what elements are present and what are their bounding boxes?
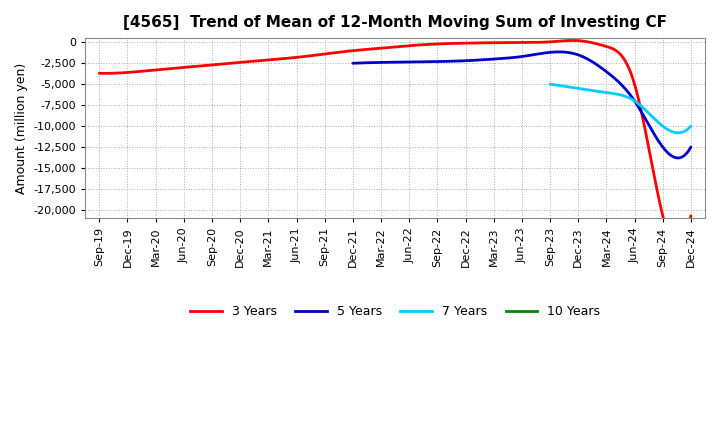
7 Years: [687, 124, 696, 129]
5 Years: [348, 61, 357, 66]
3 Years: [415, 42, 424, 48]
5 Years: [531, 51, 540, 57]
3 Years: [379, 45, 388, 51]
Line: 5 Years: 5 Years: [353, 52, 691, 158]
Title: [4565]  Trend of Mean of 12-Month Moving Sum of Investing CF: [4565] Trend of Mean of 12-Month Moving …: [123, 15, 667, 30]
Y-axis label: Amount (million yen): Amount (million yen): [15, 62, 28, 194]
7 Years: [622, 94, 631, 99]
5 Years: [509, 55, 518, 60]
Line: 3 Years: 3 Years: [99, 40, 691, 252]
7 Years: [683, 126, 692, 132]
3 Years: [581, 39, 590, 44]
3 Years: [447, 41, 456, 46]
3 Years: [95, 71, 104, 76]
7 Years: [661, 125, 670, 131]
5 Years: [626, 93, 635, 98]
5 Years: [511, 55, 520, 60]
7 Years: [613, 92, 622, 97]
5 Years: [680, 153, 688, 158]
7 Years: [613, 92, 621, 97]
Line: 7 Years: 7 Years: [550, 84, 691, 133]
7 Years: [546, 81, 554, 87]
5 Years: [550, 49, 559, 55]
7 Years: [674, 130, 683, 136]
3 Years: [376, 46, 384, 51]
5 Years: [555, 49, 564, 55]
3 Years: [675, 249, 683, 254]
5 Years: [687, 144, 696, 150]
5 Years: [674, 155, 683, 161]
7 Years: [629, 98, 638, 103]
3 Years: [673, 249, 682, 254]
3 Years: [687, 213, 696, 218]
Legend: 3 Years, 5 Years, 7 Years, 10 Years: 3 Years, 5 Years, 7 Years, 10 Years: [185, 300, 605, 323]
3 Years: [570, 38, 578, 43]
